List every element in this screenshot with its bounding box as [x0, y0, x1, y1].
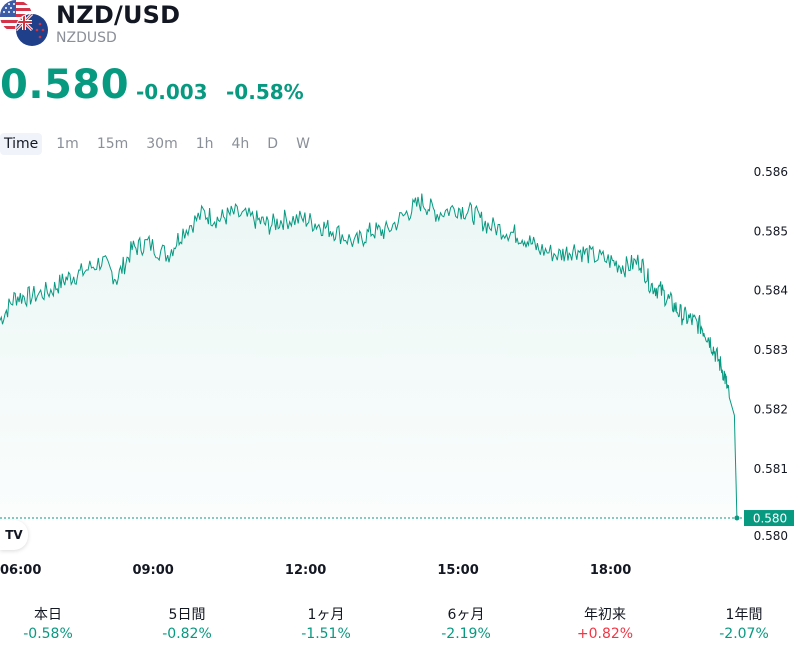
- perf-today[interactable]: 本日 -0.58%: [0, 605, 108, 643]
- perf-1m[interactable]: 1ヶ月 -1.51%: [266, 605, 386, 643]
- tab-4h[interactable]: 4h: [231, 136, 250, 152]
- perf-label: 年初来: [584, 607, 626, 623]
- tab-w[interactable]: W: [296, 136, 310, 152]
- y-tick-label: 0.585: [754, 224, 788, 238]
- tab-1m[interactable]: 1m: [56, 136, 79, 152]
- last-price-badge: 0.580: [744, 510, 794, 527]
- x-tick-label: 09:00: [132, 563, 173, 578]
- currency-flags-icon: [0, 0, 50, 48]
- y-tick-label: 0.583: [754, 343, 788, 357]
- perf-value: -2.19%: [441, 626, 491, 642]
- perf-value: -0.58%: [23, 626, 73, 642]
- perf-1y[interactable]: 1年間 -2.07%: [684, 605, 800, 643]
- x-tick-label: 06:00: [0, 563, 41, 578]
- symbol-ticker: NZDUSD: [56, 30, 117, 46]
- price-chart[interactable]: 0.586 0.585 0.584 0.583 0.582 0.581 0.580 06:0…: [0, 160, 800, 590]
- perf-5d[interactable]: 5日間 -0.82%: [127, 605, 247, 643]
- y-tick-label: 0.584: [754, 284, 788, 298]
- perf-value: -2.07%: [719, 626, 769, 642]
- x-tick-label: 15:00: [437, 563, 478, 578]
- performance-bar: 本日 -0.58% 5日間 -0.82% 1ヶ月 -1.51% 6ヶ月 -2.1…: [0, 605, 800, 655]
- perf-label: 5日間: [168, 607, 206, 623]
- x-axis: 06:00 09:00 12:00 15:00 18:00: [0, 563, 631, 578]
- price-line: [0, 193, 738, 519]
- perf-label: 1年間: [725, 607, 763, 623]
- y-tick-label: 0.582: [754, 402, 788, 416]
- y-tick-label: 0.586: [754, 165, 788, 179]
- last-price: 0.580: [0, 62, 130, 108]
- tab-d[interactable]: D: [267, 136, 279, 152]
- nz-flag-icon: [16, 14, 48, 46]
- x-tick-label: 12:00: [285, 563, 326, 578]
- tradingview-logo-icon[interactable]: TV: [0, 520, 28, 550]
- perf-value: +0.82%: [576, 626, 634, 642]
- perf-label: 1ヶ月: [307, 607, 345, 623]
- perf-value: -1.51%: [301, 626, 351, 642]
- y-tick-label: 0.580: [754, 529, 788, 543]
- tab-time[interactable]: Time: [0, 133, 43, 155]
- symbol-title: NZD/USD: [56, 1, 181, 29]
- y-tick-label: 0.581: [754, 462, 788, 476]
- price-change-percent: -0.58%: [226, 80, 304, 104]
- price-change: -0.003: [136, 80, 208, 104]
- tab-30m[interactable]: 30m: [146, 136, 178, 152]
- perf-ytd[interactable]: 年初来 +0.82%: [545, 605, 665, 643]
- x-tick-label: 18:00: [590, 563, 631, 578]
- tab-15m[interactable]: 15m: [96, 136, 129, 152]
- interval-tabs: Time 1m 15m 30m 1h 4h D W: [0, 132, 324, 156]
- perf-label: 6ヶ月: [447, 607, 485, 623]
- price-area: [0, 193, 737, 518]
- perf-6m[interactable]: 6ヶ月 -2.19%: [406, 605, 526, 643]
- tab-1h[interactable]: 1h: [195, 136, 214, 152]
- perf-label: 本日: [34, 607, 62, 623]
- y-axis: 0.586 0.585 0.584 0.583 0.582 0.581 0.580: [754, 165, 788, 543]
- perf-value: -0.82%: [162, 626, 212, 642]
- last-price-label: 0.580: [753, 512, 787, 526]
- last-price-dot: [734, 515, 740, 521]
